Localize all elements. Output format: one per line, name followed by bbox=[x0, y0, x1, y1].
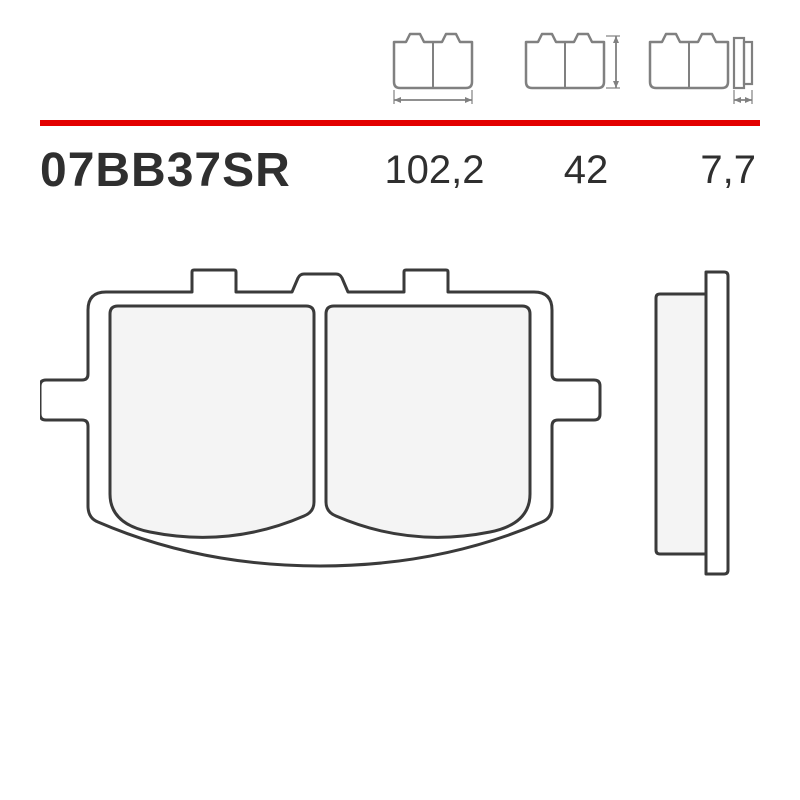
dim-height: 42 bbox=[522, 148, 650, 193]
dim-icon-height bbox=[526, 34, 620, 88]
part-number: 07BB37SR bbox=[40, 143, 291, 198]
dim-icon-thickness bbox=[650, 34, 752, 104]
technical-drawing bbox=[40, 230, 760, 710]
dim-icon-width bbox=[394, 34, 472, 104]
dimension-values: 102,2 42 7,7 bbox=[347, 148, 760, 193]
canvas: 07BB37SR 102,2 42 7,7 bbox=[0, 0, 800, 800]
header-dimension-icons bbox=[0, 26, 800, 116]
red-divider bbox=[40, 120, 760, 126]
front-view bbox=[40, 270, 600, 566]
header-icons-svg bbox=[0, 26, 800, 126]
side-view bbox=[656, 272, 728, 574]
dim-thickness: 7,7 bbox=[650, 148, 760, 193]
spec-row: 07BB37SR 102,2 42 7,7 bbox=[40, 140, 760, 200]
dim-width: 102,2 bbox=[347, 148, 522, 193]
